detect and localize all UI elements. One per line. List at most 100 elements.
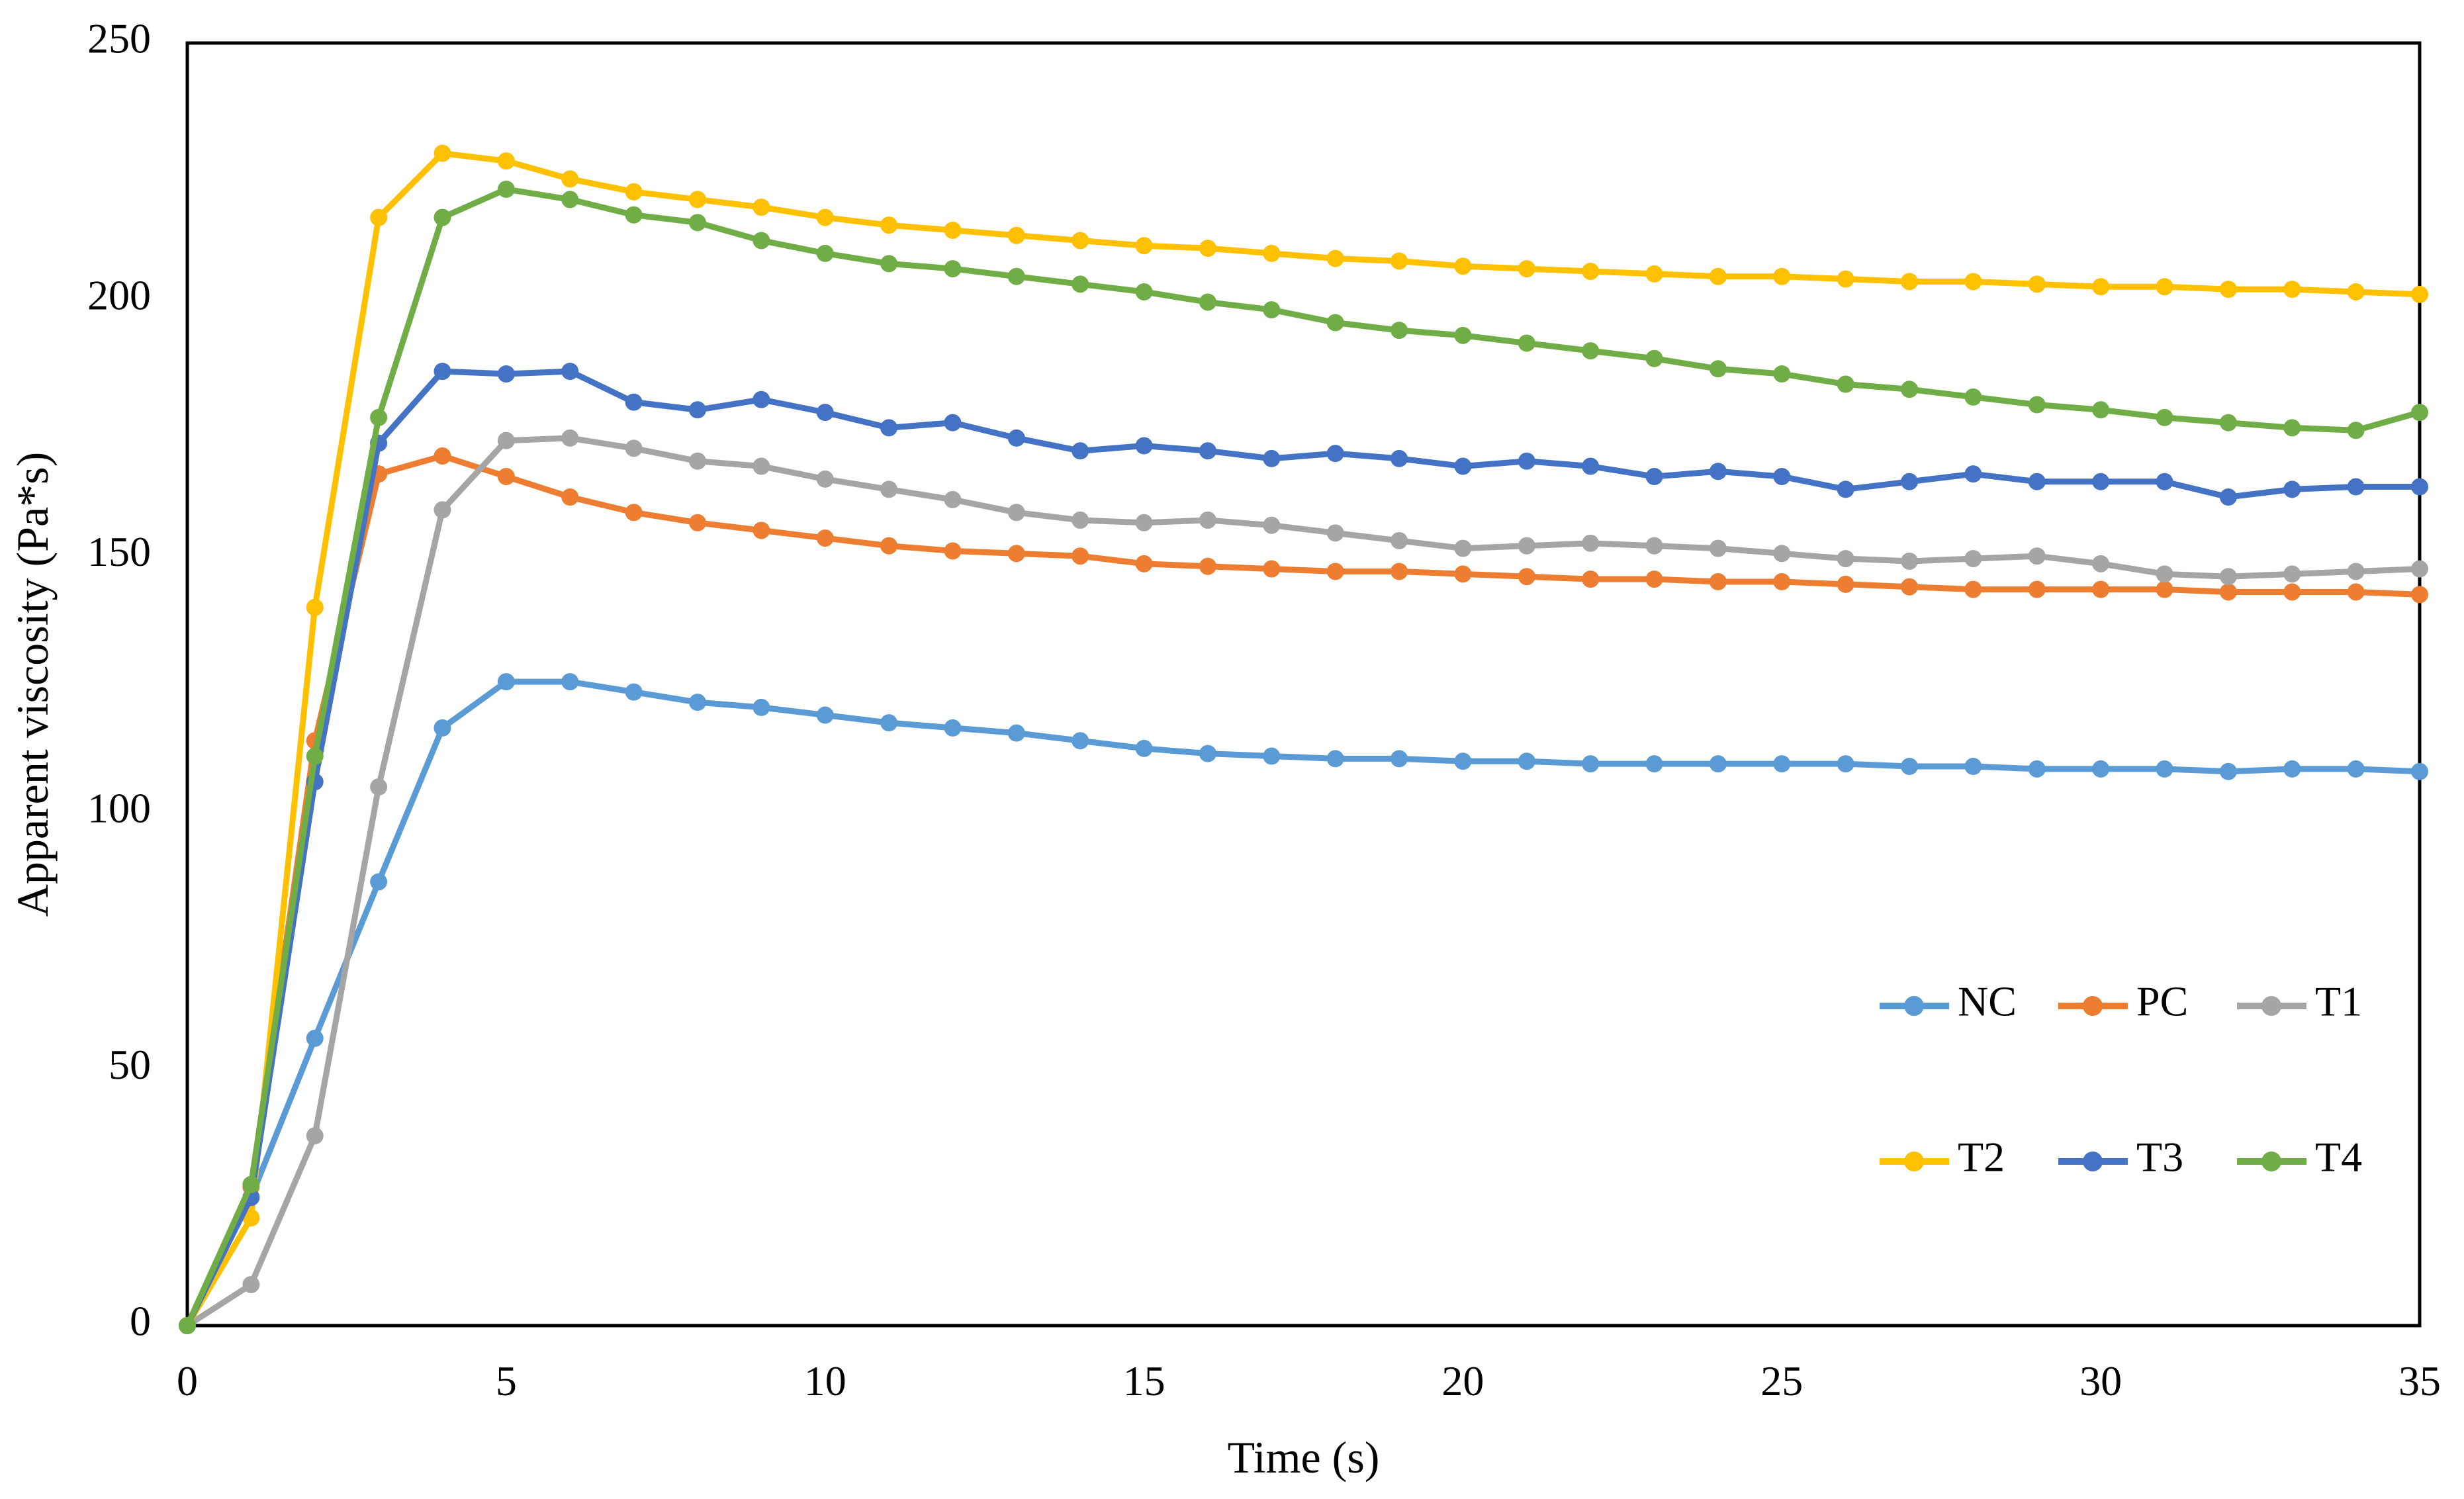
- series-marker-T2: [1263, 244, 1281, 262]
- series-marker-T4: [2219, 414, 2237, 432]
- series-marker-NC: [1709, 755, 1727, 773]
- series-marker-T3: [1007, 429, 1025, 447]
- series-marker-T3: [497, 365, 515, 383]
- series-marker-T2: [1773, 267, 1791, 285]
- series-marker-T3: [433, 363, 451, 381]
- series-marker-PC: [1199, 557, 1216, 575]
- series-marker-T2: [2283, 281, 2301, 298]
- series-marker-PC: [1837, 575, 1854, 593]
- series-marker-PC: [2092, 580, 2110, 598]
- series-marker-T3: [2283, 480, 2301, 498]
- series-marker-T3: [1709, 463, 1727, 480]
- series-marker-PC: [1326, 563, 1344, 580]
- series-marker-T3: [688, 401, 706, 419]
- series-marker-NC: [944, 719, 962, 737]
- series-marker-T4: [688, 214, 706, 232]
- series-marker-T1: [1645, 537, 1663, 555]
- series-marker-T3: [1964, 465, 1982, 483]
- series-marker-T1: [1263, 516, 1281, 534]
- x-tick-label: 35: [2398, 1357, 2441, 1404]
- series-marker-T2: [1964, 273, 1982, 291]
- series-marker-T1: [688, 452, 706, 470]
- series-marker-T4: [1901, 381, 1919, 398]
- series-marker-T4: [753, 232, 770, 250]
- series-marker-T4: [2028, 396, 2046, 414]
- series-marker-PC: [1263, 560, 1281, 578]
- series-marker-T2: [2347, 283, 2365, 300]
- series-marker-T3: [1072, 442, 1089, 460]
- series-marker-NC: [1199, 745, 1216, 762]
- series-marker-T4: [1645, 349, 1663, 367]
- series-marker-NC: [561, 673, 579, 691]
- series-marker-T1: [880, 480, 898, 498]
- legend-marker-T4: [2261, 1152, 2281, 1171]
- series-marker-PC: [753, 522, 770, 539]
- series-marker-NC: [1263, 747, 1281, 765]
- x-axis-title: Time (s): [1228, 1432, 1380, 1482]
- series-marker-NC: [1326, 750, 1344, 768]
- series-line-T1: [184, 435, 2423, 1329]
- series-marker-T3: [944, 414, 962, 432]
- series-marker-T3: [1582, 457, 1600, 475]
- series-marker-T2: [433, 144, 451, 162]
- series-marker-PC: [1072, 547, 1089, 565]
- x-tick-label: 20: [1441, 1357, 1484, 1404]
- series-marker-T1: [2283, 565, 2301, 583]
- series-line-T4: [184, 186, 2423, 1329]
- series-marker-PC: [1901, 578, 1919, 596]
- series-marker-T2: [2219, 281, 2237, 298]
- series-marker-T4: [2283, 419, 2301, 437]
- series-marker-NC: [2219, 762, 2237, 780]
- series-marker-PC: [1582, 570, 1600, 588]
- series-marker-T2: [370, 208, 388, 226]
- series-marker-T3: [1454, 457, 1472, 475]
- legend-label-T1: T1: [2315, 978, 2362, 1025]
- series-marker-NC: [1135, 739, 1153, 757]
- series-marker-T2: [1007, 226, 1025, 244]
- x-tick-label: 5: [496, 1357, 517, 1404]
- series-marker-T3: [2411, 478, 2428, 496]
- series-marker-T3: [2219, 488, 2237, 506]
- x-tick-label: 0: [177, 1357, 198, 1404]
- y-tick-label: 150: [87, 528, 151, 575]
- series-marker-T4: [1773, 365, 1791, 383]
- series-marker-NC: [1518, 752, 1535, 770]
- series-marker-T4: [2156, 408, 2173, 426]
- series-marker-T3: [1263, 449, 1281, 467]
- series-marker-T2: [1454, 257, 1472, 275]
- series-marker-PC: [2028, 580, 2046, 598]
- series-marker-T1: [1964, 550, 1982, 568]
- series-marker-NC: [306, 1029, 324, 1047]
- x-tick-label: 10: [804, 1357, 846, 1404]
- series-marker-NC: [2028, 760, 2046, 778]
- series-marker-T3: [2028, 473, 2046, 490]
- series-marker-T2: [1837, 270, 1854, 288]
- series-marker-PC: [2219, 583, 2237, 601]
- series-line-T2: [184, 150, 2423, 1329]
- series-marker-NC: [688, 694, 706, 711]
- series-marker-T1: [1199, 511, 1216, 529]
- series-marker-T1: [497, 432, 515, 449]
- series-marker-T2: [2156, 278, 2173, 296]
- series-marker-NC: [1773, 755, 1791, 773]
- series-marker-NC: [816, 706, 834, 724]
- series-marker-PC: [433, 447, 451, 465]
- series-marker-T1: [1901, 552, 1919, 570]
- series-marker-T2: [1199, 240, 1216, 257]
- series-marker-T4: [1326, 314, 1344, 332]
- x-tick-label: 15: [1123, 1357, 1165, 1404]
- series-marker-T2: [2411, 285, 2428, 303]
- legend-marker-NC: [1904, 996, 1924, 1016]
- series-marker-PC: [497, 468, 515, 486]
- series-marker-NC: [1964, 758, 1982, 776]
- x-tick-label: 25: [1760, 1357, 1803, 1404]
- series-marker-T2: [1518, 260, 1535, 278]
- legend-marker-T1: [2261, 996, 2281, 1016]
- y-tick-label: 50: [109, 1041, 151, 1088]
- y-tick-label: 0: [130, 1298, 151, 1345]
- series-marker-T1: [2219, 568, 2237, 586]
- series-marker-T2: [1645, 265, 1663, 283]
- series-marker-T1: [1582, 534, 1600, 552]
- series-marker-PC: [2283, 583, 2301, 601]
